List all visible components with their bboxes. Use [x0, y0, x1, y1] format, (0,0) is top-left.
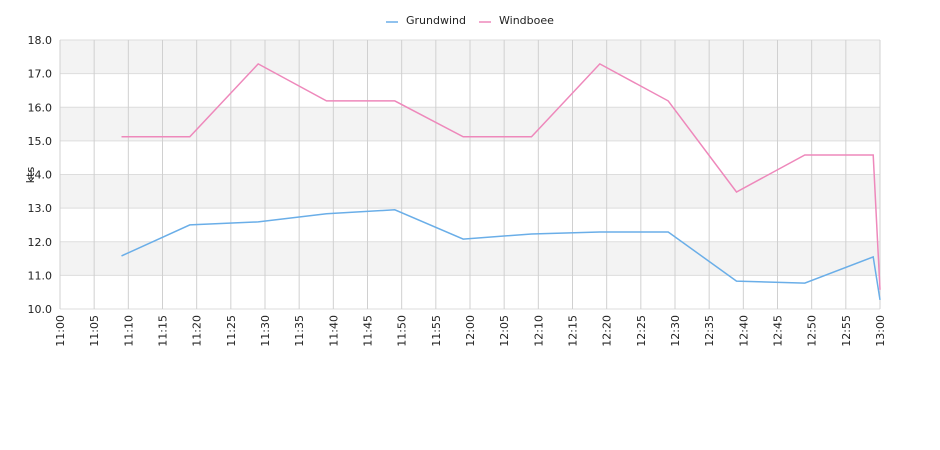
y-tick-label: 13.0 [28, 202, 53, 215]
x-tick-label: 12:40 [737, 315, 750, 347]
x-tick-label: 11:05 [88, 315, 101, 347]
y-tick-label: 18.0 [28, 34, 53, 47]
grid [59, 39, 881, 310]
x-tick-label: 12:30 [669, 315, 682, 347]
y-tick-label: 16.0 [28, 101, 53, 114]
x-tick-label: 12:20 [601, 315, 614, 347]
y-tick-label: 10.0 [28, 303, 53, 316]
x-tick-label: 12:50 [806, 315, 819, 347]
x-tick-label: 12:55 [840, 315, 853, 347]
x-tick-label: 12:05 [498, 315, 511, 347]
x-tick-label: 11:35 [293, 315, 306, 347]
series-line [121, 62, 881, 290]
x-tick-label: 11:40 [327, 315, 340, 347]
x-tick-label: 11:50 [396, 315, 409, 347]
x-tick-label: 13:00 [874, 315, 887, 347]
x-tick-label: 11:20 [191, 315, 204, 347]
x-tick-label: 11:30 [259, 315, 272, 347]
x-tick-label: 12:15 [567, 315, 580, 347]
x-tick-label: 11:10 [122, 315, 135, 347]
series-line [121, 209, 881, 301]
x-tick-label: 12:25 [635, 315, 648, 347]
x-tick-label: 12:45 [772, 315, 785, 347]
labels: 10.0 11.0 12.0 13.0 14.0 15.0 16.0 17.0 18.0 11:0… [28, 14, 888, 347]
y-tick-label: 14.0 [28, 169, 53, 182]
y-tick-label: 17.0 [28, 68, 53, 81]
y-tick-label: 12.0 [28, 236, 53, 249]
legend-label: Grundwind [406, 14, 466, 27]
x-tick-label: 11:45 [362, 315, 375, 347]
x-tick-label: 11:15 [157, 315, 170, 347]
x-tick-label: 12:00 [464, 315, 477, 347]
y-tick-label: 15.0 [28, 135, 53, 148]
x-tick-label: 11:55 [430, 315, 443, 347]
legend-label: Windboee [499, 14, 554, 27]
x-tick-label: 12:35 [703, 315, 716, 347]
x-tick-label: 11:00 [54, 315, 67, 347]
y-tick-label: 11.0 [28, 269, 53, 282]
plot-lines [121, 62, 881, 301]
x-tick-label: 12:10 [532, 315, 545, 347]
y-axis-title: kts [24, 167, 37, 184]
x-tick-label: 11:25 [225, 315, 238, 347]
